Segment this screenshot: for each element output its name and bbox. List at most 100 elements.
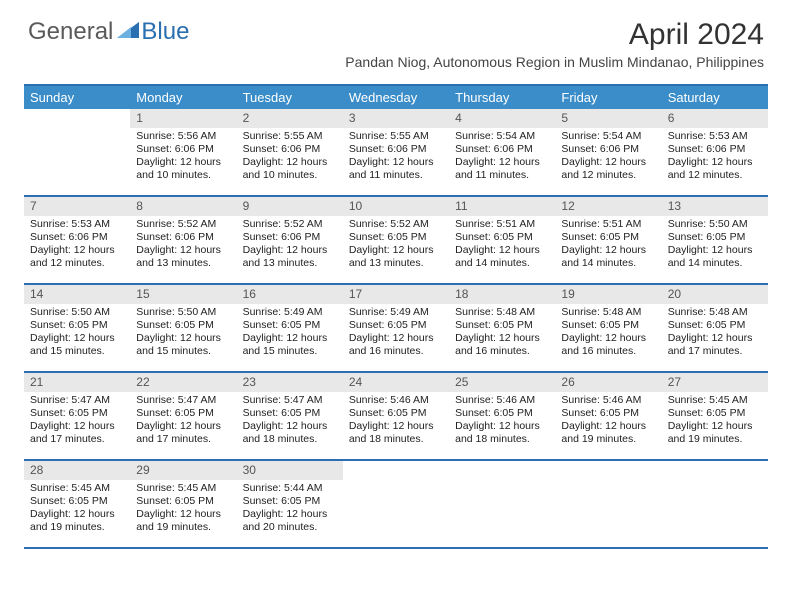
day-number: 15 bbox=[130, 285, 236, 304]
day-header-cell: Sunday bbox=[24, 86, 130, 109]
day-number: 14 bbox=[24, 285, 130, 304]
empty-cell bbox=[343, 461, 449, 547]
title-block: April 2024 Pandan Niog, Autonomous Regio… bbox=[345, 18, 764, 70]
daylight-line: Daylight: 12 hours and 13 minutes. bbox=[243, 244, 337, 270]
daylight-line: Daylight: 12 hours and 10 minutes. bbox=[136, 156, 230, 182]
sunset-line: Sunset: 6:05 PM bbox=[349, 231, 443, 244]
calendar-body: 1Sunrise: 5:56 AMSunset: 6:06 PMDaylight… bbox=[24, 109, 768, 549]
sunset-line: Sunset: 6:05 PM bbox=[136, 495, 230, 508]
empty-cell bbox=[449, 461, 555, 547]
week-row: 28Sunrise: 5:45 AMSunset: 6:05 PMDayligh… bbox=[24, 461, 768, 549]
day-header-cell: Thursday bbox=[449, 86, 555, 109]
day-cell: 27Sunrise: 5:45 AMSunset: 6:05 PMDayligh… bbox=[662, 373, 768, 459]
daylight-line: Daylight: 12 hours and 15 minutes. bbox=[136, 332, 230, 358]
sunset-line: Sunset: 6:05 PM bbox=[561, 407, 655, 420]
sunrise-line: Sunrise: 5:48 AM bbox=[668, 306, 762, 319]
day-cell: 28Sunrise: 5:45 AMSunset: 6:05 PMDayligh… bbox=[24, 461, 130, 547]
sunrise-line: Sunrise: 5:45 AM bbox=[136, 482, 230, 495]
day-details: Sunrise: 5:52 AMSunset: 6:06 PMDaylight:… bbox=[237, 216, 343, 275]
sunset-line: Sunset: 6:05 PM bbox=[455, 319, 549, 332]
day-number: 23 bbox=[237, 373, 343, 392]
sunset-line: Sunset: 6:05 PM bbox=[30, 495, 124, 508]
day-details: Sunrise: 5:54 AMSunset: 6:06 PMDaylight:… bbox=[555, 128, 661, 187]
day-cell: 18Sunrise: 5:48 AMSunset: 6:05 PMDayligh… bbox=[449, 285, 555, 371]
daylight-line: Daylight: 12 hours and 17 minutes. bbox=[30, 420, 124, 446]
day-cell: 16Sunrise: 5:49 AMSunset: 6:05 PMDayligh… bbox=[237, 285, 343, 371]
day-number: 20 bbox=[662, 285, 768, 304]
day-header-row: SundayMondayTuesdayWednesdayThursdayFrid… bbox=[24, 86, 768, 109]
sunrise-line: Sunrise: 5:50 AM bbox=[30, 306, 124, 319]
day-details: Sunrise: 5:45 AMSunset: 6:05 PMDaylight:… bbox=[130, 480, 236, 539]
calendar: SundayMondayTuesdayWednesdayThursdayFrid… bbox=[24, 84, 768, 549]
daylight-line: Daylight: 12 hours and 18 minutes. bbox=[455, 420, 549, 446]
daylight-line: Daylight: 12 hours and 11 minutes. bbox=[349, 156, 443, 182]
sunrise-line: Sunrise: 5:45 AM bbox=[668, 394, 762, 407]
week-row: 1Sunrise: 5:56 AMSunset: 6:06 PMDaylight… bbox=[24, 109, 768, 197]
month-title: April 2024 bbox=[345, 18, 764, 52]
day-number: 12 bbox=[555, 197, 661, 216]
day-number: 27 bbox=[662, 373, 768, 392]
day-details: Sunrise: 5:46 AMSunset: 6:05 PMDaylight:… bbox=[449, 392, 555, 451]
day-number: 5 bbox=[555, 109, 661, 128]
sunrise-line: Sunrise: 5:54 AM bbox=[561, 130, 655, 143]
daylight-line: Daylight: 12 hours and 16 minutes. bbox=[455, 332, 549, 358]
daylight-line: Daylight: 12 hours and 19 minutes. bbox=[668, 420, 762, 446]
day-details: Sunrise: 5:55 AMSunset: 6:06 PMDaylight:… bbox=[237, 128, 343, 187]
sunrise-line: Sunrise: 5:50 AM bbox=[136, 306, 230, 319]
daylight-line: Daylight: 12 hours and 12 minutes. bbox=[30, 244, 124, 270]
logo: General Blue bbox=[28, 18, 189, 46]
sunset-line: Sunset: 6:06 PM bbox=[668, 143, 762, 156]
sunset-line: Sunset: 6:06 PM bbox=[30, 231, 124, 244]
daylight-line: Daylight: 12 hours and 16 minutes. bbox=[561, 332, 655, 358]
day-cell: 22Sunrise: 5:47 AMSunset: 6:05 PMDayligh… bbox=[130, 373, 236, 459]
sunset-line: Sunset: 6:06 PM bbox=[136, 143, 230, 156]
daylight-line: Daylight: 12 hours and 17 minutes. bbox=[136, 420, 230, 446]
sunset-line: Sunset: 6:06 PM bbox=[243, 143, 337, 156]
sunrise-line: Sunrise: 5:47 AM bbox=[30, 394, 124, 407]
day-cell: 26Sunrise: 5:46 AMSunset: 6:05 PMDayligh… bbox=[555, 373, 661, 459]
sunset-line: Sunset: 6:06 PM bbox=[561, 143, 655, 156]
sunrise-line: Sunrise: 5:52 AM bbox=[349, 218, 443, 231]
sunset-line: Sunset: 6:05 PM bbox=[30, 407, 124, 420]
day-cell: 10Sunrise: 5:52 AMSunset: 6:05 PMDayligh… bbox=[343, 197, 449, 283]
daylight-line: Daylight: 12 hours and 14 minutes. bbox=[455, 244, 549, 270]
day-cell: 19Sunrise: 5:48 AMSunset: 6:05 PMDayligh… bbox=[555, 285, 661, 371]
sunset-line: Sunset: 6:05 PM bbox=[668, 407, 762, 420]
day-number: 16 bbox=[237, 285, 343, 304]
day-number: 3 bbox=[343, 109, 449, 128]
day-details: Sunrise: 5:49 AMSunset: 6:05 PMDaylight:… bbox=[237, 304, 343, 363]
sunrise-line: Sunrise: 5:45 AM bbox=[30, 482, 124, 495]
daylight-line: Daylight: 12 hours and 18 minutes. bbox=[349, 420, 443, 446]
sunrise-line: Sunrise: 5:50 AM bbox=[668, 218, 762, 231]
day-number: 7 bbox=[24, 197, 130, 216]
sunset-line: Sunset: 6:06 PM bbox=[349, 143, 443, 156]
daylight-line: Daylight: 12 hours and 19 minutes. bbox=[561, 420, 655, 446]
day-cell: 9Sunrise: 5:52 AMSunset: 6:06 PMDaylight… bbox=[237, 197, 343, 283]
sunrise-line: Sunrise: 5:46 AM bbox=[349, 394, 443, 407]
day-details: Sunrise: 5:48 AMSunset: 6:05 PMDaylight:… bbox=[662, 304, 768, 363]
sunrise-line: Sunrise: 5:55 AM bbox=[349, 130, 443, 143]
day-cell: 13Sunrise: 5:50 AMSunset: 6:05 PMDayligh… bbox=[662, 197, 768, 283]
day-number: 11 bbox=[449, 197, 555, 216]
day-details: Sunrise: 5:45 AMSunset: 6:05 PMDaylight:… bbox=[662, 392, 768, 451]
logo-text-general: General bbox=[28, 18, 113, 46]
day-details: Sunrise: 5:47 AMSunset: 6:05 PMDaylight:… bbox=[130, 392, 236, 451]
sunrise-line: Sunrise: 5:44 AM bbox=[243, 482, 337, 495]
day-details: Sunrise: 5:53 AMSunset: 6:06 PMDaylight:… bbox=[24, 216, 130, 275]
sunrise-line: Sunrise: 5:55 AM bbox=[243, 130, 337, 143]
sunrise-line: Sunrise: 5:48 AM bbox=[455, 306, 549, 319]
day-cell: 29Sunrise: 5:45 AMSunset: 6:05 PMDayligh… bbox=[130, 461, 236, 547]
sunrise-line: Sunrise: 5:47 AM bbox=[243, 394, 337, 407]
day-details: Sunrise: 5:55 AMSunset: 6:06 PMDaylight:… bbox=[343, 128, 449, 187]
day-cell: 3Sunrise: 5:55 AMSunset: 6:06 PMDaylight… bbox=[343, 109, 449, 195]
day-number: 2 bbox=[237, 109, 343, 128]
day-details: Sunrise: 5:53 AMSunset: 6:06 PMDaylight:… bbox=[662, 128, 768, 187]
location-subtitle: Pandan Niog, Autonomous Region in Muslim… bbox=[345, 54, 764, 70]
day-details: Sunrise: 5:49 AMSunset: 6:05 PMDaylight:… bbox=[343, 304, 449, 363]
day-cell: 30Sunrise: 5:44 AMSunset: 6:05 PMDayligh… bbox=[237, 461, 343, 547]
day-details: Sunrise: 5:51 AMSunset: 6:05 PMDaylight:… bbox=[449, 216, 555, 275]
week-row: 7Sunrise: 5:53 AMSunset: 6:06 PMDaylight… bbox=[24, 197, 768, 285]
day-number: 26 bbox=[555, 373, 661, 392]
sunrise-line: Sunrise: 5:51 AM bbox=[561, 218, 655, 231]
sunset-line: Sunset: 6:06 PM bbox=[243, 231, 337, 244]
